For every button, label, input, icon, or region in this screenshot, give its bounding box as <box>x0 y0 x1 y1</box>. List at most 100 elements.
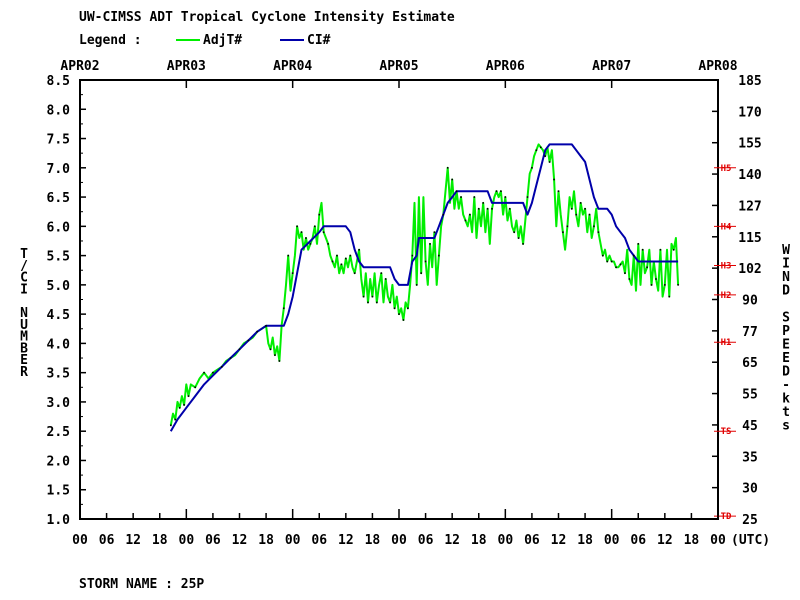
date-label: APR08 <box>698 59 737 74</box>
category-marker-label: H1 <box>721 338 732 348</box>
y-left-tick-label: 1.0 <box>47 513 71 528</box>
axis-label-char: N <box>782 270 790 285</box>
adjt-point <box>553 178 555 181</box>
x-axis: 00 06 12 18 00 06 12 18 00 06 12 18 00 06 12 18 00 06 12 18… <box>72 509 770 548</box>
adjt-point <box>513 231 515 233</box>
legend-entry-adjt: AdjT# <box>203 33 242 48</box>
adjt-point <box>504 196 507 198</box>
axis-label-char: W <box>782 243 790 258</box>
y-right-tick-label: 90 <box>742 294 758 309</box>
x-unit-label: (UTC) <box>731 533 770 548</box>
category-marker-label: H5 <box>721 164 732 174</box>
y-right-tick-label: 77 <box>742 325 758 340</box>
adjt-point <box>606 260 609 263</box>
date-label: APR02 <box>60 59 99 74</box>
adjt-point <box>420 272 422 274</box>
adjt-point <box>566 225 569 228</box>
series-line-adjt <box>169 143 680 426</box>
adjt-point <box>610 260 613 263</box>
x-tick-label: 12 <box>657 533 673 548</box>
y-left-tick-label: 7.5 <box>47 133 70 148</box>
legend-entry-ci: CI# <box>307 33 331 48</box>
adjt-point <box>314 225 316 228</box>
adjt-point <box>327 243 329 245</box>
axis-label-char: N <box>20 306 28 321</box>
axis-label-char: k <box>782 392 790 407</box>
adjt-point <box>389 301 391 304</box>
y-right-tick-label: 185 <box>738 74 761 89</box>
adjt-point <box>677 284 679 286</box>
adjt-point <box>256 330 259 333</box>
adjt-point <box>548 161 551 163</box>
axis-label-char: S <box>782 311 790 326</box>
adjt-point <box>588 213 591 216</box>
x-tick-label: 00 <box>604 533 620 548</box>
adjt-point <box>212 371 214 374</box>
adjt-point <box>238 348 241 351</box>
adjt-point <box>535 149 538 152</box>
y-right-tick-label: 127 <box>738 199 761 214</box>
adjt-point <box>672 248 675 251</box>
category-marker-label: H3 <box>721 262 732 272</box>
x-tick-label: 00 <box>285 533 301 548</box>
x-tick-label: 18 <box>471 533 487 548</box>
x-tick-label: 00 <box>710 533 726 548</box>
axis-label-char: t <box>782 405 790 420</box>
adjt-point <box>664 284 666 286</box>
adjt-point <box>318 213 321 216</box>
adjt-point <box>398 313 400 315</box>
axis-label-char: s <box>782 419 790 434</box>
x-tick-label: 06 <box>524 533 540 548</box>
axis-label-char: E <box>782 338 790 353</box>
x-tick-label: 00 <box>391 533 407 548</box>
adjt-point <box>380 272 383 274</box>
legend-label: Legend : <box>79 33 142 48</box>
adjt-point <box>531 167 533 169</box>
date-label: APR07 <box>592 59 631 74</box>
axis-label-char: I <box>782 257 790 272</box>
adjt-point <box>544 155 547 157</box>
adjt-point <box>495 190 498 193</box>
x-tick-label: 00 <box>179 533 195 548</box>
y-left-tick-label: 7.0 <box>47 162 71 177</box>
y-left-tick-label: 4.5 <box>47 308 70 323</box>
axis-label-char: P <box>782 324 790 339</box>
adjt-point <box>508 207 511 210</box>
adjt-point <box>619 263 622 266</box>
adjt-point <box>650 284 653 286</box>
legend: AdjT# CI# <box>176 33 331 48</box>
category-marker-label: TD <box>721 512 732 522</box>
adjt-point <box>183 404 185 406</box>
adjt-point <box>659 248 662 251</box>
adjt-point <box>562 231 564 233</box>
y-left-tick-label: 5.0 <box>47 279 71 294</box>
adjt-point <box>637 243 640 245</box>
x-tick-label: 06 <box>99 533 115 548</box>
axis-label-char: T <box>20 247 28 262</box>
x-tick-label: 06 <box>311 533 327 548</box>
x-tick-label: 18 <box>684 533 700 548</box>
adjt-point <box>411 254 414 257</box>
adjt-point <box>367 301 369 304</box>
date-label: APR06 <box>486 59 525 74</box>
y-left-tick-label: 4.0 <box>47 337 71 352</box>
adjt-point <box>178 406 181 409</box>
y-left-tick-label: 3.0 <box>47 396 71 411</box>
y-right-tick-label: 25 <box>742 513 758 528</box>
adjt-point <box>402 319 405 321</box>
x-tick-label: 06 <box>630 533 646 548</box>
axis-label-char: / <box>20 259 28 274</box>
plot-area <box>79 79 719 520</box>
adjt-point <box>424 260 427 263</box>
y-right-tick-label: 102 <box>738 262 761 277</box>
adjt-point <box>628 278 631 280</box>
adjt-point <box>579 202 582 204</box>
x-tick-label: 06 <box>418 533 434 548</box>
adjt-point <box>274 354 276 356</box>
x-tick-label: 18 <box>577 533 593 548</box>
date-labels: APR02 APR03 APR04 APR05 APR06 APR07 APR08 <box>60 59 738 88</box>
y-left-tick-label: 2.0 <box>47 454 71 469</box>
y-left-tick-label: 3.5 <box>47 367 70 382</box>
